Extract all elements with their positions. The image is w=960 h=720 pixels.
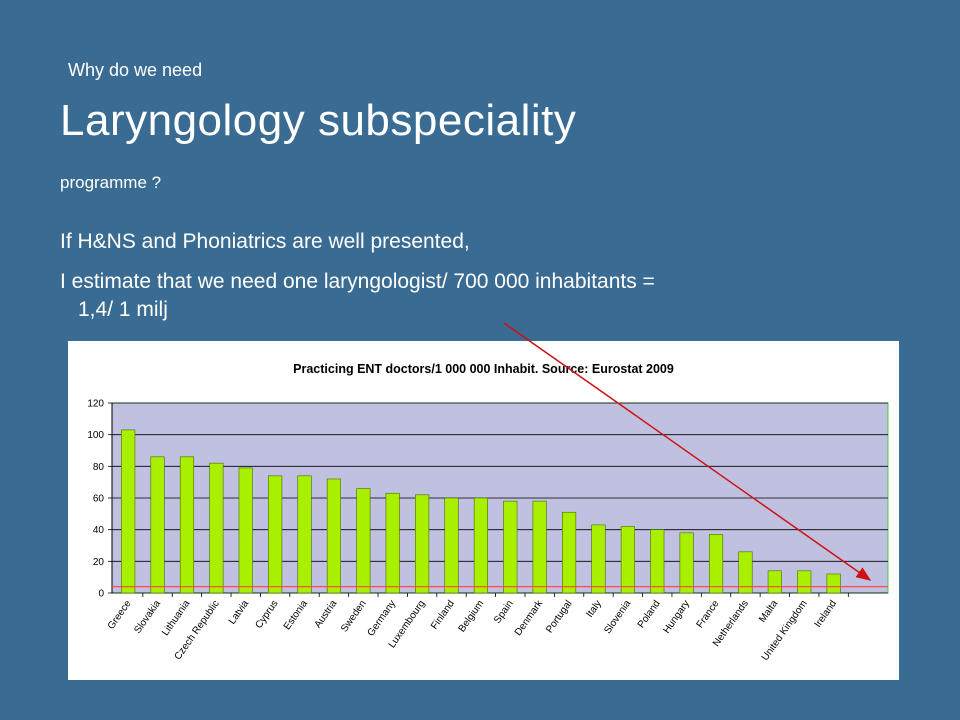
bar xyxy=(650,529,665,594)
x-tick-label: Portugal xyxy=(544,598,574,635)
bar xyxy=(679,532,694,594)
x-tick-label: Hungary xyxy=(661,598,692,635)
bar xyxy=(385,492,400,594)
body-line-2: I estimate that we need one laryngologis… xyxy=(60,268,880,324)
x-tick-label: Greece xyxy=(106,598,134,632)
chart-title: Practicing ENT doctors/1 000 000 Inhabit… xyxy=(293,362,674,376)
bar xyxy=(503,500,518,594)
y-tick-label: 20 xyxy=(93,557,105,568)
bar xyxy=(121,429,136,594)
bar xyxy=(326,478,341,594)
bar xyxy=(708,534,724,594)
bar xyxy=(179,456,195,594)
pre-title: Why do we need xyxy=(68,60,203,80)
x-tick-label: Spain xyxy=(492,598,516,625)
x-tick-label: Lithuania xyxy=(160,598,193,638)
x-tick-label: Sweden xyxy=(339,598,369,634)
bar xyxy=(532,500,547,594)
bar xyxy=(268,475,283,594)
bar xyxy=(767,570,782,594)
y-tick-label: 80 xyxy=(93,462,105,473)
bar xyxy=(444,497,459,594)
body-line-2a: I estimate that we need one laryngologis… xyxy=(60,270,655,293)
bar xyxy=(591,524,606,594)
body-line-2b: 1,4/ 1 milj xyxy=(78,298,168,321)
bar xyxy=(415,494,430,594)
y-tick-label: 40 xyxy=(93,525,105,536)
x-tick-label: Belgium xyxy=(457,598,487,634)
bar xyxy=(797,570,812,594)
bar xyxy=(238,467,253,594)
x-tick-label: France xyxy=(695,598,722,630)
x-tick-label: Poland xyxy=(636,598,663,630)
x-tick-label: Ireland xyxy=(813,598,840,629)
bar xyxy=(150,456,165,594)
x-tick-label: Finland xyxy=(429,598,457,631)
x-tick-label: Germany xyxy=(366,598,399,638)
chart-svg: Practicing ENT doctors/1 000 000 Inhabit… xyxy=(87,362,889,663)
bar xyxy=(209,462,224,594)
bar xyxy=(826,573,841,594)
x-tick-label: Denmark xyxy=(513,598,546,638)
bar xyxy=(356,488,371,594)
y-tick-label: 120 xyxy=(87,399,104,410)
chart: Practicing ENT doctors/1 000 000 Inhabit… xyxy=(68,341,899,680)
x-tick-label: Latvia xyxy=(227,598,252,627)
y-tick-label: 60 xyxy=(93,494,105,505)
bar xyxy=(562,511,577,594)
x-tick-label: Austria xyxy=(313,598,340,630)
bar xyxy=(473,497,488,594)
x-tick-label: Cyprus xyxy=(253,598,280,630)
slide-title: Laryngology subspeciality xyxy=(60,96,577,145)
body-line-1: If H&NS and Phoniatrics are well present… xyxy=(60,230,470,253)
x-tick-label: Malta xyxy=(757,598,780,625)
bar xyxy=(620,526,635,594)
y-tick-label: 100 xyxy=(87,430,104,441)
bar xyxy=(297,475,312,594)
chart-frame: Practicing ENT doctors/1 000 000 Inhabit… xyxy=(68,341,899,680)
x-tick-label: Slovakia xyxy=(132,598,163,636)
y-tick-label: 0 xyxy=(98,589,104,600)
x-tick-label: Estonia xyxy=(282,598,310,632)
x-tick-label: Slovenia xyxy=(602,598,633,636)
x-tick-label: Italy xyxy=(584,598,604,619)
post-title: programme ? xyxy=(60,173,162,192)
